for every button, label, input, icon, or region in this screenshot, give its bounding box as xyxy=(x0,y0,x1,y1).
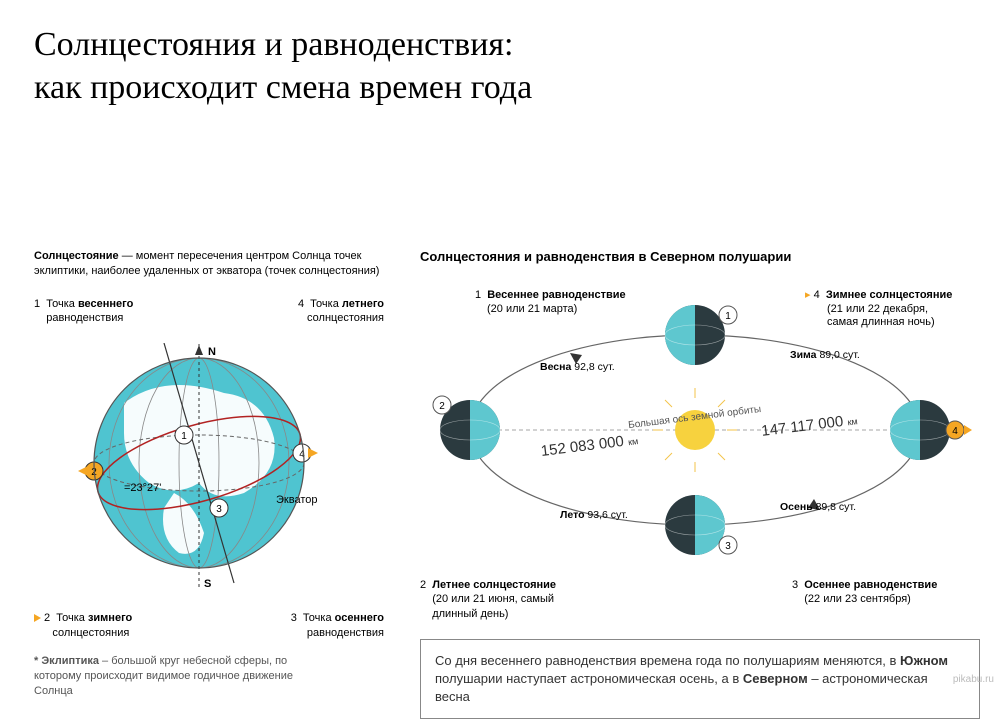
svg-text:3: 3 xyxy=(216,504,222,515)
marker-icon xyxy=(34,614,41,622)
legend-point-3: 3 Точка осеннегоравноденствия xyxy=(213,611,384,640)
orbit-legend-bottom: 2 Летнее солнцестояние (20 или 21 июня, … xyxy=(420,578,980,621)
svg-text:3: 3 xyxy=(725,541,731,552)
earth-position-3: 3 xyxy=(665,495,737,555)
globe-legend-bottom: 2 Точка зимнего солнцестояния 3 Точка ос… xyxy=(34,611,384,640)
svg-text:1: 1 xyxy=(725,311,731,322)
svg-text:1: 1 xyxy=(181,431,187,442)
left-column: Солнцестояние — момент пересечения центр… xyxy=(34,249,384,698)
caption-pos-1-sub: (20 или 21 марта) xyxy=(487,303,577,315)
ecliptic-footnote: * Эклиптика – большой круг небесной сфер… xyxy=(34,654,334,699)
caption-pos-1: 1 Весеннее равноденствие xyxy=(475,289,626,301)
title-line-1: Солнцестояния и равноденствия: xyxy=(34,26,513,63)
season-winter: Зима 89,0 сут. xyxy=(790,349,860,361)
page-title: Солнцестояния и равноденствия: как проис… xyxy=(0,0,1000,109)
title-line-2: как происходит смена времен года xyxy=(34,69,532,106)
solstice-definition: Солнцестояние — момент пересечения центр… xyxy=(34,249,384,279)
svg-text:4: 4 xyxy=(952,426,958,437)
perihelion-value: 147 117 000 км xyxy=(760,411,858,440)
earth-position-4: 4 xyxy=(890,400,972,460)
caption-pos-4: ▸ 4 Зимнее солнцестояние xyxy=(805,289,952,301)
caption-pos-3: 3 Осеннее равноденствие (22 или 23 сентя… xyxy=(792,578,992,621)
globe-legend-top: 1 Точка весеннего равноденствия 4 Точка … xyxy=(34,297,384,326)
south-label: S xyxy=(204,578,211,590)
legend-point-2: 2 Точка зимнего солнцестояния xyxy=(34,611,205,640)
right-heading: Солнцестояния и равноденствия в Северном… xyxy=(420,249,980,264)
watermark: pikabu.ru xyxy=(953,674,994,685)
celestial-globe-diagram: N S 1 2 3 4 =23°27' Экватор xyxy=(64,343,334,593)
svg-text:2: 2 xyxy=(439,401,445,412)
axial-tilt-label: =23°27' xyxy=(124,482,161,494)
orbit-diagram: Большая ось земной орбиты 152 083 000 км… xyxy=(420,270,980,570)
season-spring: Весна 92,8 сут. xyxy=(540,361,615,373)
season-summer: Лето 93,6 сут. xyxy=(560,509,628,521)
legend-point-1: 1 Точка весеннего равноденствия xyxy=(34,297,205,326)
earth-position-2: 2 xyxy=(433,396,500,460)
svg-text:самая длинная ночь): самая длинная ночь) xyxy=(827,316,935,328)
aphelion-value: 152 083 000 км xyxy=(540,431,639,460)
north-label: N xyxy=(208,346,216,358)
season-autumn: Осень 89,8 сут. xyxy=(780,501,856,513)
caption-pos-2: 2 Летнее солнцестояние (20 или 21 июня, … xyxy=(420,578,600,621)
callout-box: Со дня весеннего равноденствия времена г… xyxy=(420,639,980,719)
right-column: Солнцестояния и равноденствия в Северном… xyxy=(420,249,980,719)
legend-point-4: 4 Точка летнегосолнцестояния xyxy=(213,297,384,326)
earth-position-1: 1 xyxy=(665,305,737,365)
caption-pos-4-sub: (21 или 22 декабря, xyxy=(827,303,928,315)
